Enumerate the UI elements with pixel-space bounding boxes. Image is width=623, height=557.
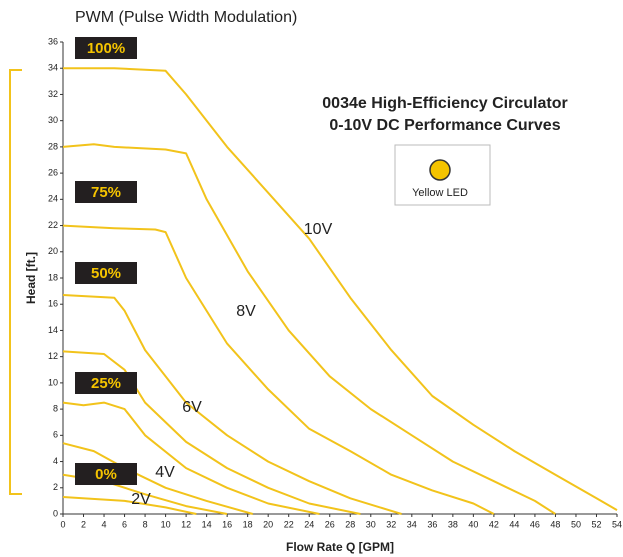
x-tick-label: 12 [181,519,191,529]
x-tick-label: 54 [612,519,622,529]
x-tick-label: 30 [366,519,376,529]
curve [63,67,618,511]
x-tick-label: 48 [550,519,560,529]
curve-label: 4V [155,464,175,481]
x-tick-label: 38 [448,519,458,529]
x-tick-label: 10 [161,519,171,529]
curve [62,143,556,515]
y-tick-label: 32 [48,89,58,99]
x-tick-label: 14 [202,519,212,529]
x-tick-label: 24 [304,519,314,529]
pwm-badge [75,262,137,284]
curve-label: 6V [182,399,202,416]
pwm-label: 25% [91,375,121,392]
legend-label: Yellow LED [412,187,468,199]
y-tick-label: 26 [48,167,58,177]
y-tick-label: 22 [48,220,58,230]
y-tick-label: 4 [53,456,58,466]
curve [62,350,361,515]
x-tick-label: 44 [509,519,519,529]
y-tick-label: 0 [53,508,58,518]
y-tick-label: 14 [48,325,58,335]
legend-led [429,159,451,181]
y-tick-label: 30 [48,115,58,125]
y-axis-label: Head [ft.] [24,252,38,304]
chart-subtitle: 0-10V DC Performance Curves [329,117,560,134]
y-tick-label: 12 [48,351,58,361]
x-tick-label: 50 [571,519,581,529]
pwm-label: 50% [91,265,121,282]
x-tick-label: 2 [81,519,86,529]
x-tick-label: 0 [60,519,65,529]
x-tick-label: 22 [284,519,294,529]
y-tick-label: 10 [48,377,58,387]
x-tick-label: 6 [122,519,127,529]
pwm-bracket [9,69,22,495]
y-tick-label: 18 [48,272,58,282]
x-tick-label: 32 [386,519,396,529]
x-tick-label: 34 [407,519,417,529]
curve [62,294,402,515]
pwm-label: 100% [87,40,125,57]
curve [62,496,197,515]
pwm-badge [75,372,137,394]
curve [62,224,495,515]
curve-label: 8V [236,303,256,320]
pwm-label: 0% [95,466,117,483]
x-tick-label: 16 [222,519,232,529]
curve-label: 10V [304,221,333,238]
y-tick-label: 24 [48,194,58,204]
x-tick-label: 42 [489,519,499,529]
x-tick-label: 18 [243,519,253,529]
y-tick-label: 36 [48,36,58,46]
x-tick-label: 52 [591,519,601,529]
header: PWM (Pulse Width Modulation) [75,9,297,26]
x-tick-label: 4 [102,519,107,529]
chart-title: 0034e High-Efficiency Circulator [322,95,567,112]
y-tick-label: 28 [48,141,58,151]
y-tick-label: 20 [48,246,58,256]
x-tick-label: 8 [143,519,148,529]
y-tick-label: 8 [53,403,58,413]
pwm-badge [75,37,137,59]
y-tick-label: 2 [53,482,58,492]
curve [62,442,254,515]
x-tick-label: 36 [427,519,437,529]
y-tick-label: 16 [48,299,58,309]
x-axis-label: Flow Rate Q [GPM] [286,540,394,554]
x-tick-label: 40 [468,519,478,529]
x-tick-label: 46 [530,519,540,529]
pwm-badge [75,181,137,203]
curve-label: 2V [131,491,151,508]
curve [62,401,320,515]
pwm-badge [75,463,137,485]
x-tick-label: 26 [325,519,335,529]
x-tick-label: 28 [345,519,355,529]
pwm-label: 75% [91,184,121,201]
y-tick-label: 6 [53,430,58,440]
y-tick-label: 34 [48,63,58,73]
x-tick-label: 20 [263,519,273,529]
